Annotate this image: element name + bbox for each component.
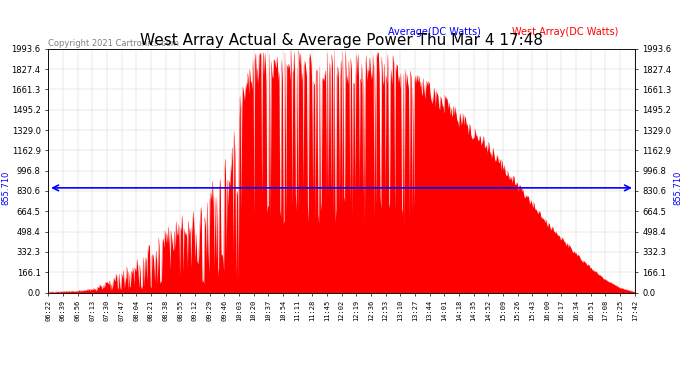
Text: Copyright 2021 Cartronics.com: Copyright 2021 Cartronics.com — [48, 39, 179, 48]
Title: West Array Actual & Average Power Thu Mar 4 17:48: West Array Actual & Average Power Thu Ma… — [140, 33, 543, 48]
Text: 855.710: 855.710 — [1, 171, 10, 205]
Text: Average(DC Watts): Average(DC Watts) — [388, 27, 482, 37]
Text: 855.710: 855.710 — [673, 171, 682, 205]
Text: West Array(DC Watts): West Array(DC Watts) — [512, 27, 618, 37]
